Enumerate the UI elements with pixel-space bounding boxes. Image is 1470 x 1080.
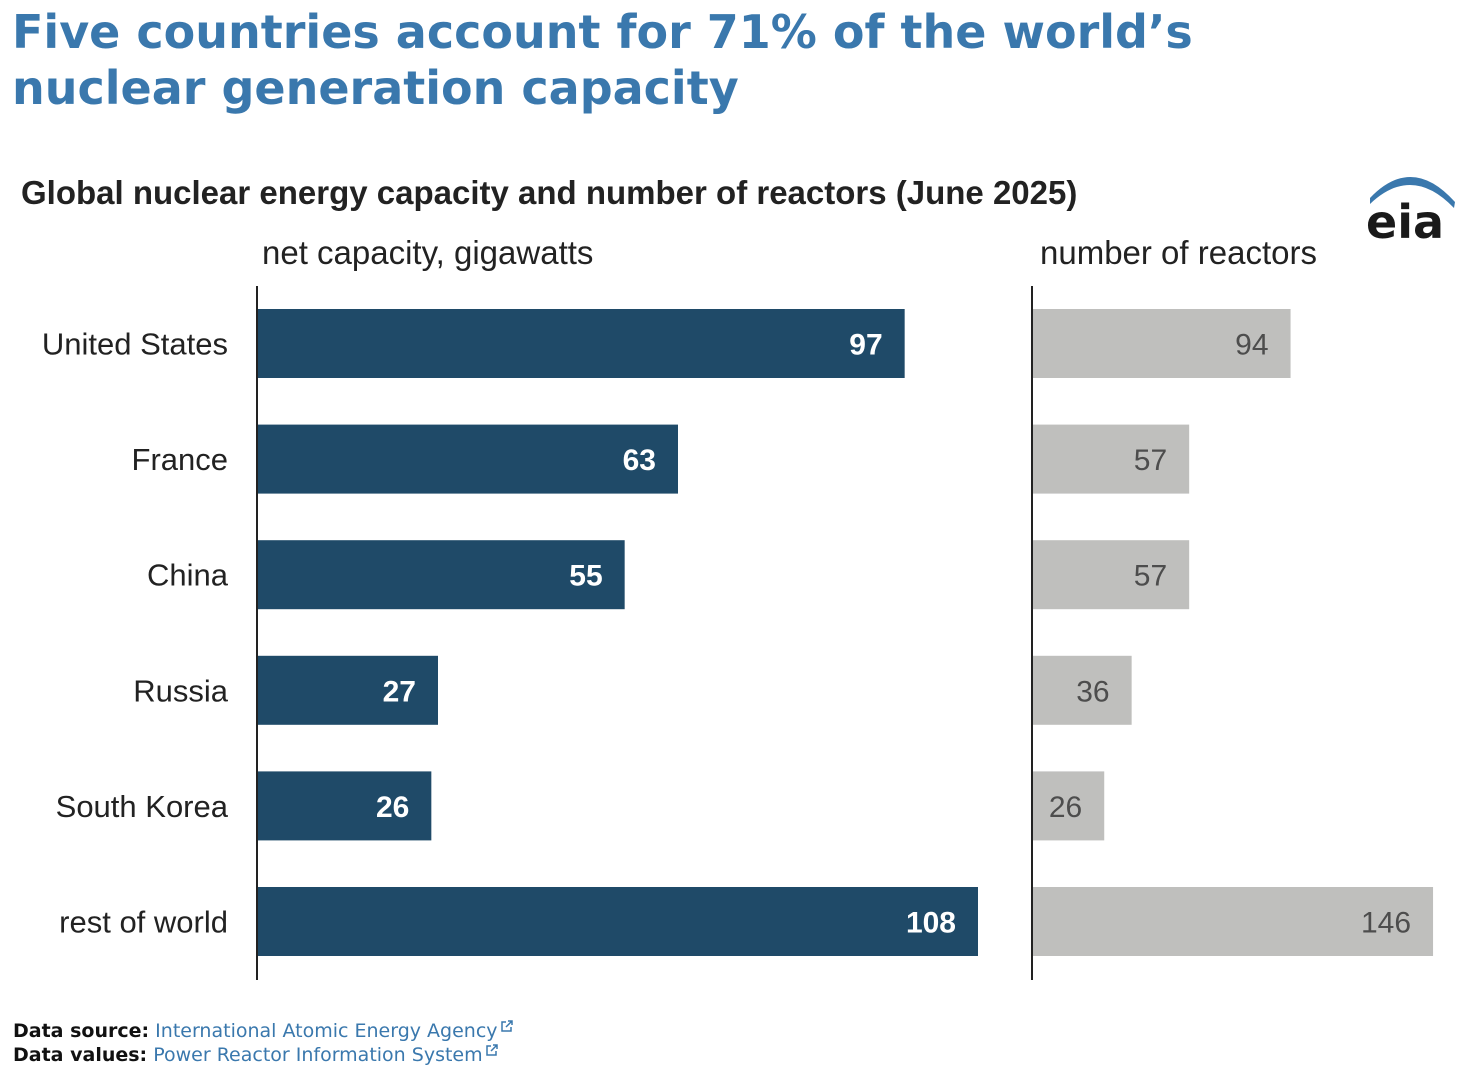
chart: United States France China Russia South Kore…	[42, 234, 1434, 980]
data-label: 94	[1235, 329, 1268, 362]
bar	[258, 655, 438, 725]
bar	[1033, 771, 1105, 841]
data-source-line: Data source: International Atomic Energy…	[13, 1019, 514, 1043]
data-label: 108	[906, 907, 956, 940]
data-label: 57	[1134, 444, 1167, 477]
panel-title: net capacity, gigawatts	[262, 234, 593, 271]
category-label: United States	[42, 327, 228, 362]
eia-logo-arc	[1370, 176, 1455, 208]
page-headline: Five countries account for 71% of the wo…	[12, 5, 1193, 115]
bar	[258, 887, 978, 956]
data-source-label: Data source:	[13, 1020, 150, 1042]
eia-logo-text: eia	[1366, 195, 1444, 248]
data-values-label: Data values:	[13, 1044, 148, 1066]
bar	[258, 771, 432, 841]
eia-logo: eia	[1366, 176, 1455, 248]
data-label: 63	[623, 444, 656, 477]
category-label: South Korea	[56, 789, 229, 824]
data-label: 146	[1361, 907, 1411, 940]
data-label: 36	[1076, 675, 1109, 708]
data-source-link[interactable]: International Atomic Energy Agency	[155, 1020, 498, 1042]
data-label: 97	[849, 329, 882, 362]
data-values-line: Data values: Power Reactor Information S…	[13, 1043, 499, 1067]
category-label: Russia	[133, 673, 229, 708]
data-label: 27	[383, 675, 416, 708]
category-label: France	[132, 442, 228, 477]
data-label: 57	[1134, 560, 1167, 593]
external-link-icon[interactable]	[500, 1019, 514, 1033]
chart-title: Global nuclear energy capacity and numbe…	[21, 174, 1078, 211]
bar	[1033, 309, 1291, 378]
data-label: 55	[569, 560, 602, 593]
category-label: rest of world	[59, 905, 228, 940]
panel-title: number of reactors	[1040, 234, 1317, 271]
bar	[258, 309, 905, 378]
data-values-link[interactable]: Power Reactor Information System	[153, 1044, 483, 1066]
data-label: 26	[376, 791, 409, 824]
bar	[258, 540, 625, 610]
bar	[1033, 655, 1132, 725]
bar	[1033, 540, 1190, 610]
bar	[1033, 424, 1190, 494]
data-label: 26	[1049, 791, 1082, 824]
external-link-icon[interactable]	[485, 1043, 499, 1057]
bar	[1033, 887, 1434, 956]
bar	[258, 424, 678, 494]
category-label: China	[147, 558, 229, 593]
